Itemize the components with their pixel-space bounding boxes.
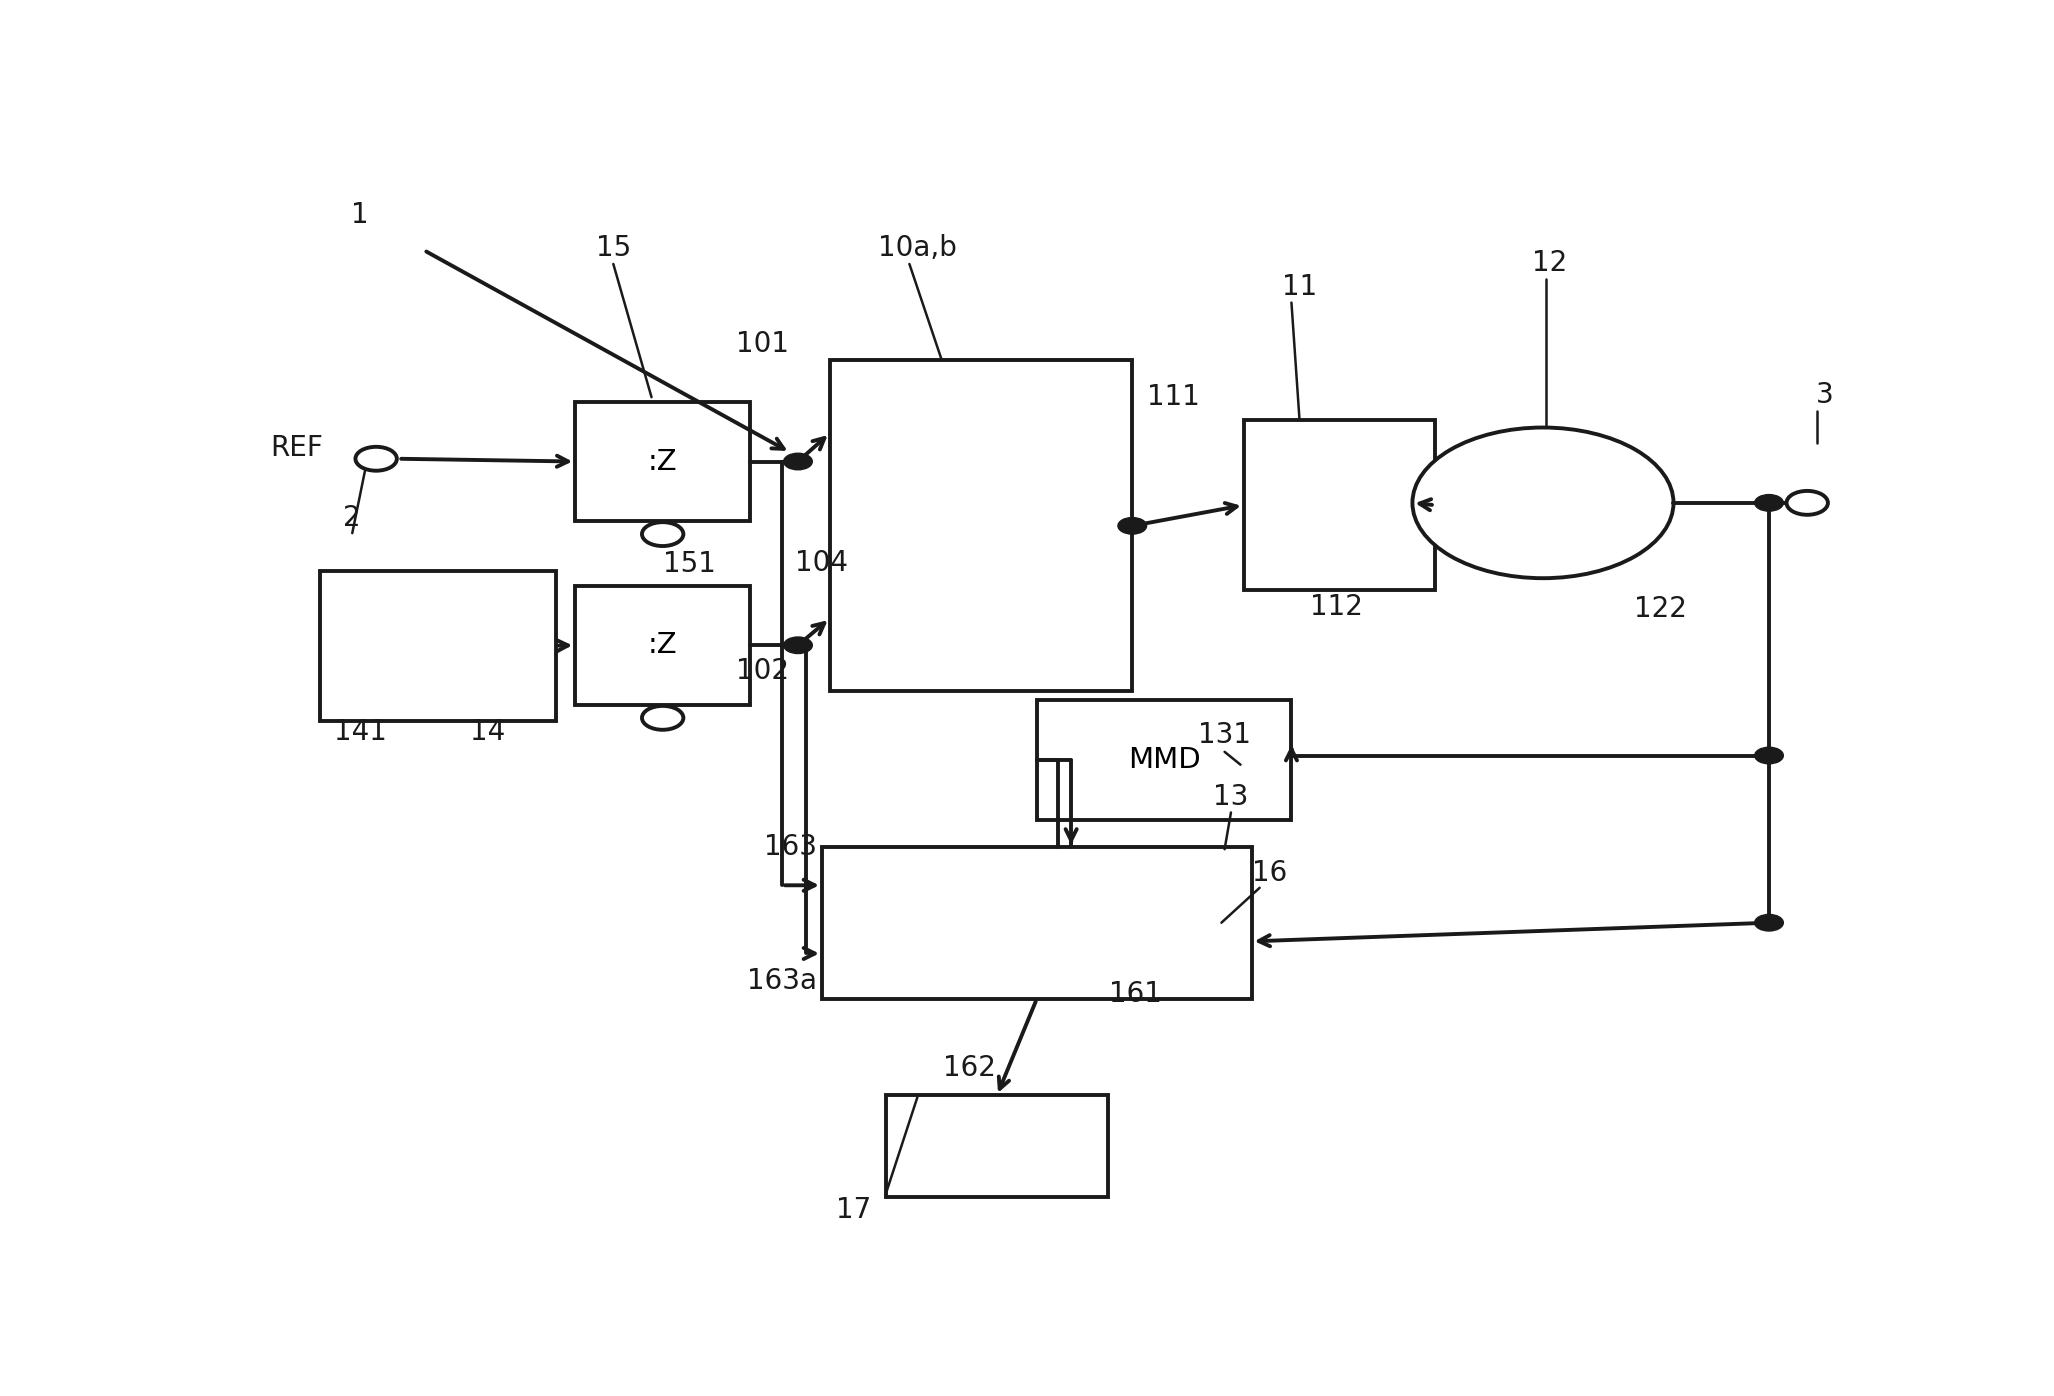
Circle shape (785, 454, 811, 470)
Bar (885, 1096, 1109, 1196)
Bar (320, 571, 557, 720)
Circle shape (1117, 518, 1146, 535)
Circle shape (1754, 494, 1783, 511)
Circle shape (643, 706, 684, 730)
Text: 3: 3 (1816, 381, 1834, 409)
Text: 104: 104 (795, 549, 848, 577)
Text: 2: 2 (343, 504, 362, 532)
Text: 16: 16 (1251, 859, 1286, 886)
Text: 10a,b: 10a,b (877, 235, 957, 262)
Text: 163: 163 (764, 833, 817, 861)
Text: 162: 162 (943, 1054, 996, 1082)
Text: 11: 11 (1282, 274, 1317, 302)
Bar (1245, 420, 1434, 591)
Text: 102: 102 (737, 658, 789, 685)
Text: MMD: MMD (1128, 745, 1200, 775)
Bar (575, 585, 750, 705)
Text: :Z: :Z (647, 631, 678, 659)
Text: 1: 1 (351, 201, 370, 229)
Circle shape (355, 447, 396, 470)
Circle shape (1754, 914, 1783, 931)
Text: 122: 122 (1635, 595, 1686, 623)
Text: 17: 17 (836, 1196, 871, 1224)
Bar (575, 402, 750, 521)
Bar (822, 847, 1251, 1000)
Text: 13: 13 (1214, 783, 1249, 811)
Text: 112: 112 (1310, 593, 1362, 621)
Text: 151: 151 (663, 550, 717, 578)
Bar (1037, 701, 1292, 819)
Text: 131: 131 (1197, 722, 1251, 750)
Text: 12: 12 (1532, 248, 1567, 276)
Circle shape (1787, 491, 1828, 515)
Text: :Z: :Z (647, 448, 678, 476)
Circle shape (1413, 427, 1674, 578)
Text: 163a: 163a (748, 966, 817, 994)
Text: 161: 161 (1109, 980, 1163, 1008)
Circle shape (1754, 747, 1783, 764)
Text: REF: REF (271, 434, 322, 462)
Text: 15: 15 (596, 235, 631, 262)
Bar (830, 360, 1132, 691)
Circle shape (643, 522, 684, 546)
Text: 101: 101 (737, 329, 789, 357)
Circle shape (785, 637, 811, 653)
Text: 111: 111 (1148, 384, 1200, 412)
Text: 14: 14 (470, 718, 505, 745)
Text: 141: 141 (335, 718, 386, 745)
